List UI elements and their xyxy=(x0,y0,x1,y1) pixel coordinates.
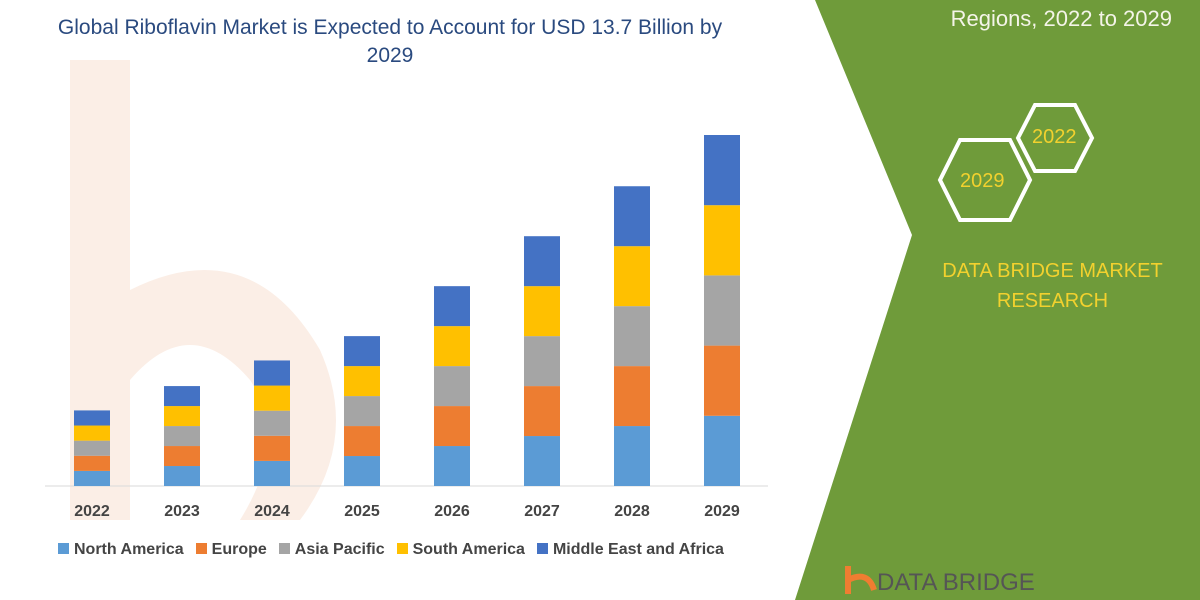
bar-2028-south-america xyxy=(614,246,650,307)
green-panel xyxy=(795,0,1200,600)
legend-label: North America xyxy=(74,541,184,558)
legend-swatch xyxy=(58,543,69,554)
bar-2023-europe xyxy=(164,446,200,467)
x-tick-label: 2023 xyxy=(164,503,200,520)
bar-2023-north-america xyxy=(164,466,200,486)
bar-2028-north-america xyxy=(614,426,650,486)
legend-item: Middle East and Africa xyxy=(536,541,724,559)
bar-2028-asia-pacific xyxy=(614,306,650,367)
logo-text: DATA BRIDGE xyxy=(877,569,1035,596)
bar-2027-middle-east-and-africa xyxy=(524,236,560,287)
bar-2027-europe xyxy=(524,386,560,437)
bar-2029-europe xyxy=(704,345,740,416)
bar-2028-europe xyxy=(614,366,650,427)
x-tick-label: 2025 xyxy=(344,503,380,520)
hexagon-2029 xyxy=(937,138,1033,222)
bar-2022-middle-east-and-africa xyxy=(74,410,110,426)
bar-2025-north-america xyxy=(344,456,380,486)
x-tick-label: 2027 xyxy=(524,503,560,520)
bar-2028-middle-east-and-africa xyxy=(614,186,650,247)
bar-2024-asia-pacific xyxy=(254,410,290,436)
bar-2023-middle-east-and-africa xyxy=(164,386,200,407)
bar-2023-asia-pacific xyxy=(164,426,200,447)
legend: North America Europe Asia Pacific South Ame… xyxy=(58,541,724,559)
logo-icon xyxy=(845,566,877,594)
bar-2024-north-america xyxy=(254,460,290,486)
bar-2022-europe xyxy=(74,455,110,471)
x-tick-label: 2024 xyxy=(254,503,290,520)
x-tick-label: 2029 xyxy=(704,503,740,520)
hex-label-2022: 2022 xyxy=(1032,126,1077,148)
bar-2024-middle-east-and-africa xyxy=(254,360,290,386)
bar-2025-asia-pacific xyxy=(344,396,380,427)
bars xyxy=(74,135,740,486)
bar-2024-south-america xyxy=(254,385,290,411)
bar-2026-middle-east-and-africa xyxy=(434,286,470,327)
bar-2025-south-america xyxy=(344,366,380,397)
legend-swatch xyxy=(536,543,548,554)
bar-2029-north-america xyxy=(704,415,740,486)
bar-2022-asia-pacific xyxy=(74,440,110,456)
chart-title: Global Riboflavin Market is Expected to … xyxy=(57,16,723,67)
legend-label: Asia Pacific xyxy=(294,541,385,558)
bar-2026-north-america xyxy=(434,446,470,486)
bar-2022-south-america xyxy=(74,425,110,441)
legend-item: Europe xyxy=(195,541,267,559)
hexagon-2022 xyxy=(1015,103,1095,173)
legend-item: South America xyxy=(396,541,525,559)
bar-2025-europe xyxy=(344,426,380,457)
bar-2023-south-america xyxy=(164,406,200,427)
bar-2027-north-america xyxy=(524,436,560,486)
bar-2029-middle-east-and-africa xyxy=(704,135,740,206)
legend-swatch xyxy=(278,543,290,554)
legend-swatch xyxy=(396,543,408,554)
x-tick-label: 2028 xyxy=(614,503,650,520)
side-title: Regions, 2022 to 2029 xyxy=(950,6,1172,31)
legend-label: South America xyxy=(412,541,525,558)
bar-2029-south-america xyxy=(704,205,740,276)
bar-2024-europe xyxy=(254,435,290,461)
bar-2027-asia-pacific xyxy=(524,336,560,387)
legend-label: Middle East and Africa xyxy=(552,541,724,558)
x-tick-label: 2022 xyxy=(74,503,110,520)
legend-swatch xyxy=(195,543,207,554)
brand-text: DATA BRIDGE MARKET RESEARCH xyxy=(942,260,1163,312)
bar-2026-europe xyxy=(434,406,470,447)
bar-2025-middle-east-and-africa xyxy=(344,336,380,367)
legend-item: Asia Pacific xyxy=(278,541,385,559)
bar-2022-north-america xyxy=(74,470,110,486)
bar-2027-south-america xyxy=(524,286,560,337)
x-tick-label: 2026 xyxy=(434,503,470,520)
bar-2026-asia-pacific xyxy=(434,366,470,407)
hex-label-2029: 2029 xyxy=(960,170,1005,192)
legend-item: North America xyxy=(58,541,184,559)
legend-label: Europe xyxy=(211,541,267,558)
bar-2029-asia-pacific xyxy=(704,275,740,346)
bar-2026-south-america xyxy=(434,326,470,367)
